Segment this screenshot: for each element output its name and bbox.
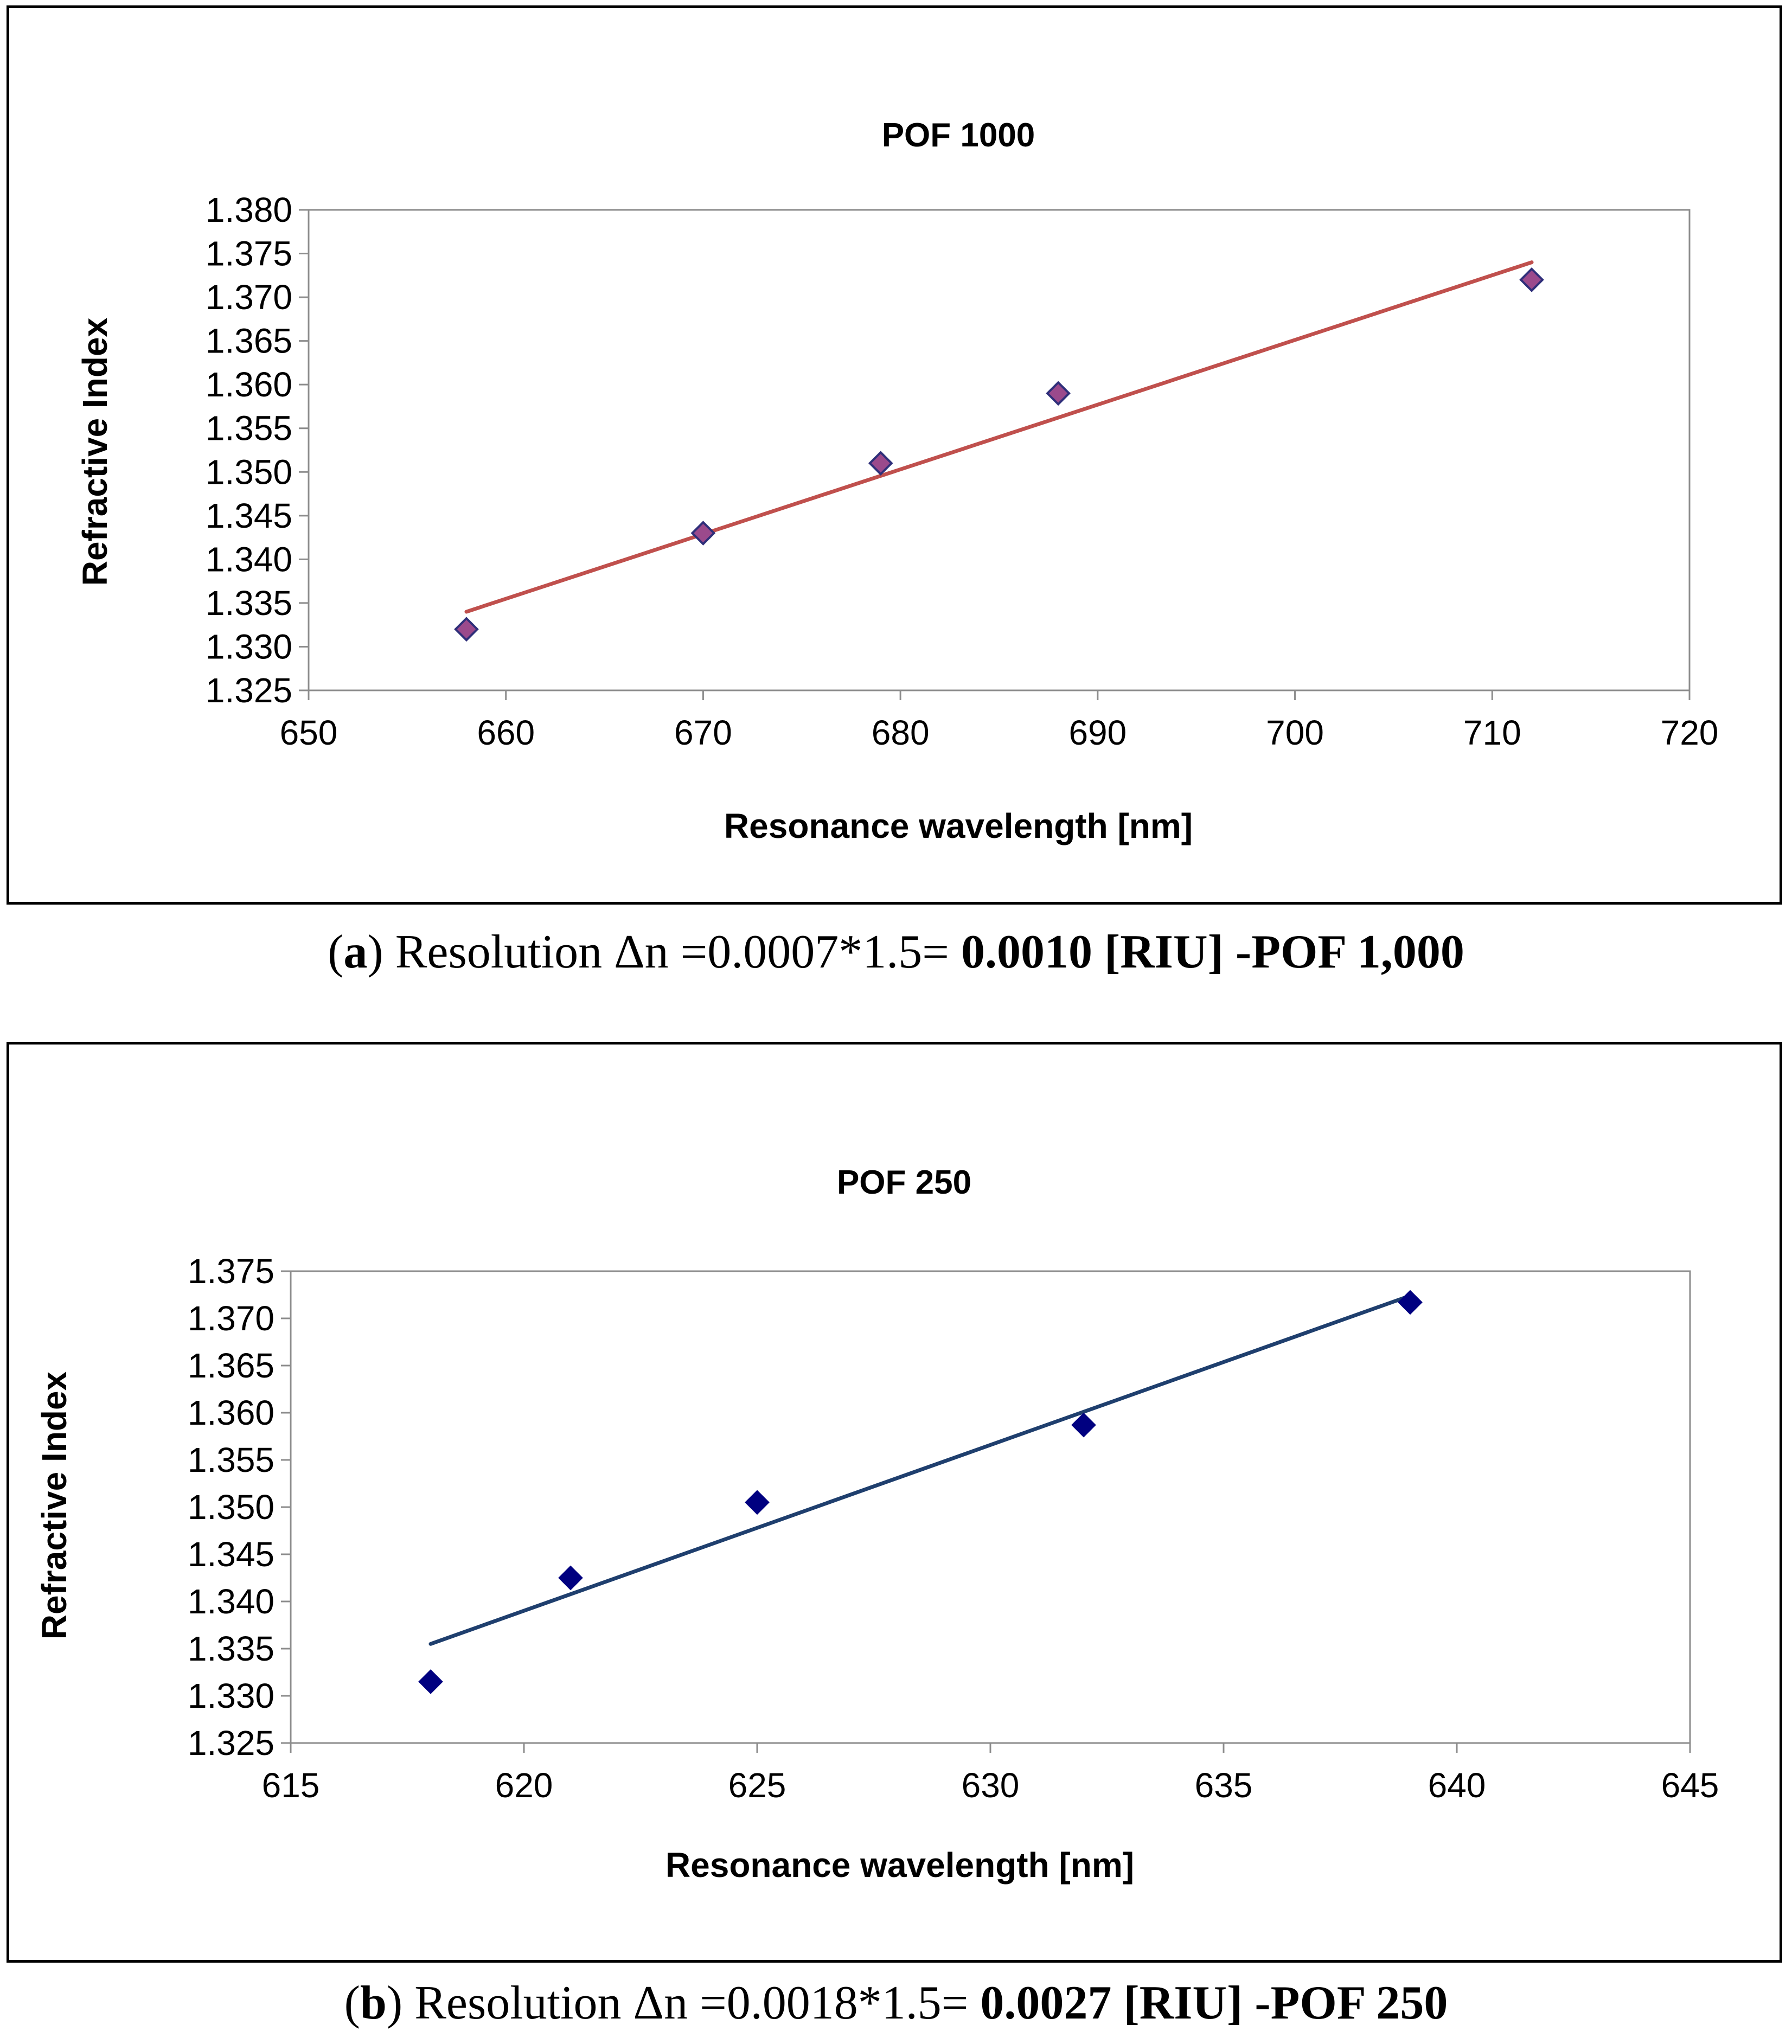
chart-b-y-tick-label: 1.325	[188, 1723, 274, 1763]
chart-b-y-tick-label: 1.375	[188, 1252, 274, 1291]
chart-a-x-axis-label: Resonance wavelength [nm]	[724, 806, 1193, 845]
chart-a-trendline	[464, 260, 1534, 614]
chart-a-x-tick-label: 710	[1463, 713, 1521, 752]
chart-b-x-tick-label: 615	[262, 1766, 320, 1805]
chart-b-y-tick-label: 1.335	[188, 1629, 274, 1668]
chart-a-data-point	[690, 521, 716, 546]
chart-a-x-tick-label: 680	[872, 713, 930, 752]
chart-a-x-tick-label: 650	[280, 713, 338, 752]
chart-b-x-tick-label: 645	[1661, 1766, 1719, 1805]
chart-b-data-point	[558, 1565, 583, 1591]
chart-b-data-point	[1071, 1412, 1096, 1438]
chart-a-y-tick-label: 1.335	[206, 584, 292, 623]
chart-a-y-tick-label: 1.340	[206, 540, 292, 579]
chart-a-y-tick-label: 1.360	[206, 365, 292, 404]
chart-a-y-tick-label: 1.345	[206, 496, 292, 535]
chart-b-x-tick-label: 625	[728, 1766, 786, 1805]
chart-b-title: POF 250	[837, 1164, 971, 1201]
chart-a-svg: POF 1000 1.3251.3301.3351.3401.3451.3501…	[75, 117, 1719, 845]
chart-b-y-tick-label: 1.360	[188, 1393, 274, 1432]
chart-a-y-tick-label: 1.350	[206, 452, 292, 491]
chart-b-data-point	[745, 1490, 770, 1515]
chart-a-marks	[454, 260, 1544, 642]
chart-b-y-axis-label: Refractive Index	[35, 1371, 74, 1639]
caption-a-label: a	[343, 926, 368, 978]
chart-a-y-tick-label: 1.325	[206, 671, 292, 710]
caption-a-bold: 0.0010 [RIU] -POF 1,000	[961, 926, 1464, 978]
chart-panel-b: POF 250 1.325 1.330 1.335 1.340 1.345 1.350 1.…	[7, 1042, 1782, 1963]
chart-a-data-point	[1519, 267, 1544, 292]
chart-b-y-tick-label: 1.340	[188, 1582, 274, 1621]
chart-panel-a: POF 1000 1.325 1.330 1.335 1.340 1.345 1.350 1…	[7, 5, 1782, 905]
chart-b-y-tick-label: 1.370	[188, 1299, 274, 1338]
chart-a-y-tick-label: 1.330	[206, 627, 292, 666]
chart-b-y-tick-label: 1.350	[188, 1488, 274, 1527]
chart-b-x-tick-label: 630	[962, 1766, 1020, 1805]
caption-b-label: b	[360, 1977, 387, 2029]
chart-b-y-tick-label: 1.355	[188, 1440, 274, 1479]
chart-a-axes: 1.325 1.330 1.335 1.340 1.345 1.350 1.355 1.360…	[206, 190, 1719, 752]
caption-b-text: Resolution Δn =0.0018*1.5=	[402, 1977, 981, 2029]
chart-a-y-tick-label: 1.375	[206, 234, 292, 273]
chart-b-x-tick-label: 635	[1195, 1766, 1253, 1805]
caption-b: (b) Resolution Δn =0.0018*1.5= 0.0027 [R…	[344, 1977, 1448, 2029]
chart-a-y-axis-label: Refractive Index	[75, 317, 114, 586]
chart-a-plot-area	[308, 209, 1691, 691]
chart-b-y-tick-label: 1.330	[188, 1676, 274, 1715]
caption-a: (a) Resolution Δn =0.0007*1.5= 0.0010 [R…	[328, 926, 1464, 978]
chart-a-x-tick-label: 660	[477, 713, 535, 752]
chart-b-x-tick-label: 620	[495, 1766, 553, 1805]
chart-a-x-tick-label: 700	[1266, 713, 1324, 752]
chart-a-y-tick-label: 1.355	[206, 409, 292, 448]
chart-a-data-point	[454, 617, 479, 642]
chart-b-axes: 1.325 1.330 1.335 1.340 1.345 1.350 1.355 1.360…	[188, 1252, 1719, 1805]
caption-a-text: Resolution Δn =0.0007*1.5=	[383, 926, 961, 978]
chart-a-x-tick-label: 670	[674, 713, 732, 752]
chart-b-svg: POF 250 1.3251.3301.3351.3401.3451.3501.…	[35, 1164, 1719, 1885]
chart-b-data-point	[1398, 1290, 1423, 1315]
chart-b-trendline	[428, 1293, 1412, 1646]
caption-b-bold: 0.0027 [RIU] -POF 250	[980, 1977, 1448, 2029]
chart-a-y-tick-label: 1.370	[206, 278, 292, 317]
chart-a-title: POF 1000	[882, 117, 1035, 154]
chart-b-y-tick-label: 1.365	[188, 1346, 274, 1385]
chart-a-y-tick-label: 1.380	[206, 190, 292, 229]
chart-a-data-point	[868, 451, 893, 476]
chart-b-plot-area	[290, 1270, 1691, 1744]
chart-a-y-tick-label: 1.365	[206, 322, 292, 361]
chart-b-x-tick-label: 640	[1428, 1766, 1486, 1805]
chart-b-x-axis-label: Resonance wavelength [nm]	[665, 1846, 1134, 1885]
chart-b-y-tick-label: 1.345	[188, 1535, 274, 1574]
chart-a-x-tick-label: 690	[1068, 713, 1127, 752]
chart-b-data-point	[418, 1669, 443, 1694]
chart-b-marks	[418, 1290, 1423, 1694]
chart-a-data-point	[1046, 381, 1071, 406]
chart-a-x-tick-label: 720	[1661, 713, 1719, 752]
